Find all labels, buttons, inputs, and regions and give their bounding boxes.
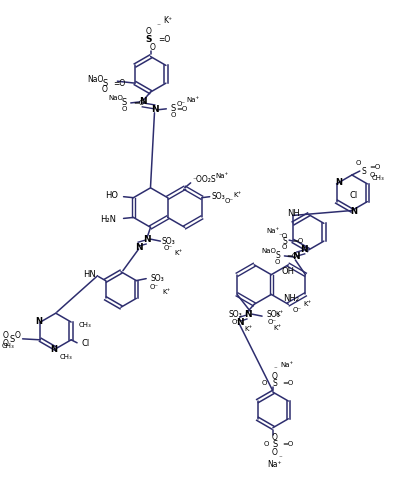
Text: Na⁺: Na⁺ [268,460,282,468]
Text: S: S [102,78,107,88]
Text: O⁻: O⁻ [293,307,302,313]
Text: N: N [135,242,142,252]
Text: Na⁺: Na⁺ [186,97,200,103]
Text: K⁺: K⁺ [276,311,284,317]
Text: Cl: Cl [349,191,358,200]
Text: O: O [272,433,278,442]
Text: SO₃: SO₃ [266,310,280,318]
Text: O: O [370,172,375,178]
Text: O: O [356,160,361,166]
Text: Na⁺: Na⁺ [280,362,293,368]
Text: K⁺: K⁺ [174,250,182,256]
Text: N: N [143,234,150,244]
Text: O: O [102,84,107,94]
Text: S: S [145,35,152,44]
Text: K⁺: K⁺ [233,192,241,198]
Text: N: N [50,345,57,354]
Text: =O: =O [133,100,144,106]
Text: S: S [276,252,280,260]
Text: =O: =O [282,380,293,386]
Text: K⁺: K⁺ [274,325,282,331]
Text: N: N [335,178,342,188]
Text: K⁺: K⁺ [162,290,170,296]
Text: SO₃: SO₃ [162,236,175,246]
Text: N: N [245,310,252,318]
Text: O⁻: O⁻ [164,245,173,251]
Text: Na⁺: Na⁺ [215,173,229,179]
Text: =O: =O [158,35,171,44]
Text: ⁻: ⁻ [279,456,283,462]
Text: O: O [170,112,176,118]
Text: =O: =O [282,442,293,448]
Text: Cl: Cl [81,340,89,348]
Text: N: N [300,244,308,254]
Text: ⁻OO₂S: ⁻OO₂S [193,176,216,184]
Text: O: O [264,442,269,448]
Text: Na⁺: Na⁺ [267,228,280,234]
Text: =O: =O [292,238,303,244]
Text: O: O [15,332,21,340]
Text: S: S [273,379,277,388]
Text: O: O [262,380,267,386]
Text: S: S [122,98,127,108]
Text: O⁻: O⁻ [268,319,277,325]
Text: NaO: NaO [262,248,277,254]
Text: SO₃: SO₃ [229,310,242,318]
Text: O⁻: O⁻ [150,284,159,290]
Text: NH₂: NH₂ [283,294,299,303]
Text: N: N [35,316,42,326]
Text: SO₃: SO₃ [212,192,225,201]
Text: S: S [170,104,176,114]
Text: =O: =O [286,253,298,259]
Text: HN: HN [83,270,96,279]
Text: S: S [282,236,287,246]
Text: ⁻: ⁻ [156,22,160,30]
Text: NH: NH [287,209,300,218]
Text: S: S [362,166,367,175]
Text: O: O [272,372,278,381]
Text: N: N [237,318,244,326]
Text: ⁻: ⁻ [273,366,277,372]
Text: CH₃: CH₃ [2,343,15,349]
Text: O: O [3,332,9,340]
Text: O: O [282,244,287,250]
Text: CH₃: CH₃ [79,322,92,328]
Text: CH₃: CH₃ [371,175,384,181]
Text: S: S [10,336,15,344]
Text: NaO: NaO [108,95,123,101]
Text: O: O [150,43,156,52]
Text: =O: =O [113,78,126,88]
Text: =O: =O [370,164,381,170]
Text: N: N [292,252,300,262]
Text: O: O [121,106,127,112]
Text: O: O [3,340,9,348]
Text: CH₃: CH₃ [60,354,73,360]
Text: O: O [272,448,278,457]
Text: =O: =O [176,106,188,112]
Text: OH: OH [281,267,294,276]
Text: O⁻: O⁻ [225,198,234,203]
Text: SO₃: SO₃ [150,274,164,283]
Text: N: N [350,207,358,216]
Text: S: S [272,440,278,449]
Text: O⁻: O⁻ [176,101,185,107]
Text: K⁺: K⁺ [244,326,253,332]
Text: NaO: NaO [87,74,104,84]
Text: N: N [151,106,158,114]
Text: O: O [275,259,280,265]
Text: O: O [146,28,152,36]
Text: HO: HO [105,191,118,200]
Text: K⁺: K⁺ [164,16,173,26]
Text: K⁺: K⁺ [303,302,312,308]
Text: O⁻: O⁻ [231,319,240,325]
Text: H₂N: H₂N [100,215,116,224]
Text: N: N [139,98,146,106]
Text: ⁻O: ⁻O [278,233,287,239]
